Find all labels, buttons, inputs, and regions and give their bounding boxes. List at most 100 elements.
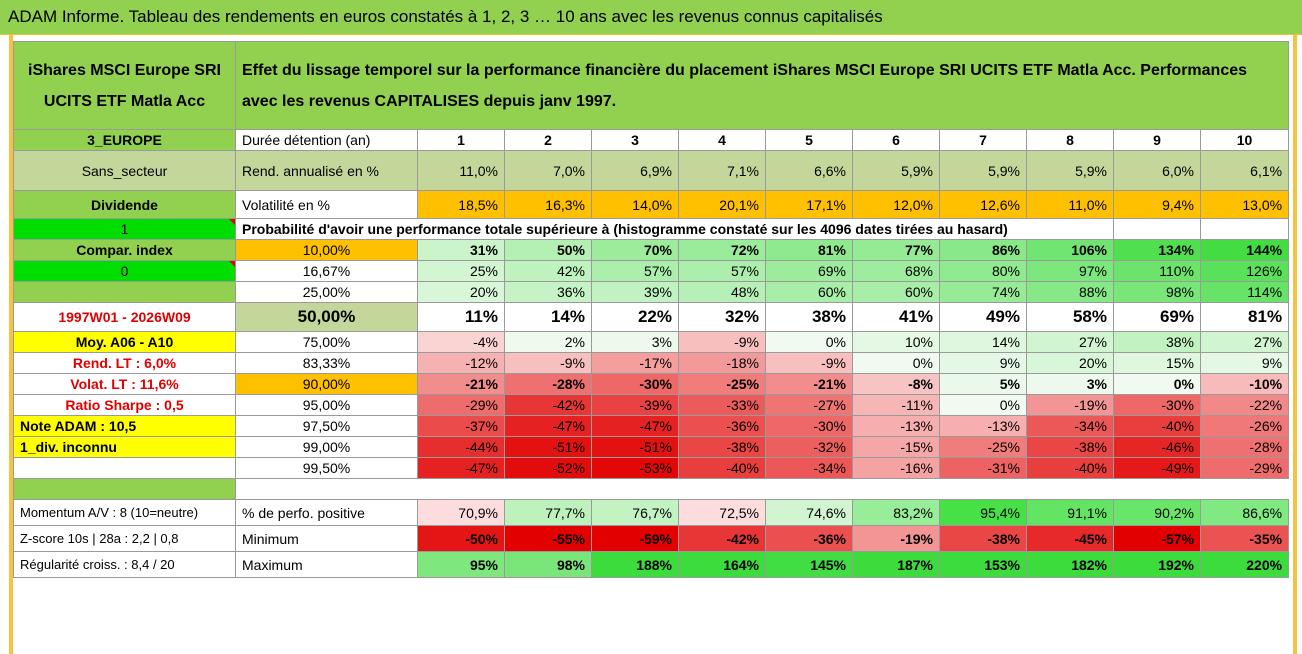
min-value: -50% bbox=[417, 525, 505, 552]
threshold-cell: 25,00% bbox=[235, 281, 418, 303]
rend-label: Rend. annualisé en % bbox=[235, 150, 418, 191]
max-value: 145% bbox=[765, 551, 853, 578]
prob-value: -33% bbox=[678, 394, 766, 416]
prob-value: -11% bbox=[852, 394, 940, 416]
rend-value: 11,0% bbox=[417, 150, 505, 191]
prob-value: -16% bbox=[852, 457, 940, 479]
max-value: 164% bbox=[678, 551, 766, 578]
regularite-cell: Régularité croiss. : 8,4 / 20 bbox=[13, 551, 236, 578]
year-header: 1 bbox=[417, 129, 505, 151]
empty-cell bbox=[13, 457, 236, 479]
prob-value: 106% bbox=[1026, 239, 1114, 261]
prob-value: 5% bbox=[939, 373, 1027, 395]
prob-value: -40% bbox=[1026, 457, 1114, 479]
prob-value: -21% bbox=[765, 373, 853, 395]
prob-value: -17% bbox=[591, 352, 679, 374]
vol-value: 14,0% bbox=[591, 190, 679, 219]
prob-value: -40% bbox=[1113, 415, 1201, 437]
prob-value: -42% bbox=[504, 394, 592, 416]
vol-label: Volatilité en % bbox=[235, 190, 418, 219]
field-one-cell: 1 bbox=[13, 218, 236, 240]
threshold-cell: 95,00% bbox=[235, 394, 418, 416]
prob-value: -40% bbox=[678, 457, 766, 479]
prob-value: 72% bbox=[678, 239, 766, 261]
min-value: -42% bbox=[678, 525, 766, 552]
prob-value: -39% bbox=[591, 394, 679, 416]
prob-value: 60% bbox=[765, 281, 853, 303]
prob-value: 134% bbox=[1113, 239, 1201, 261]
prob-value: -21% bbox=[417, 373, 505, 395]
pos-value: 95,4% bbox=[939, 499, 1027, 526]
min-value: -35% bbox=[1199, 525, 1290, 552]
threshold-cell: 83,33% bbox=[235, 352, 418, 374]
prob-value: 0% bbox=[852, 352, 940, 374]
prob-value: 41% bbox=[852, 302, 940, 332]
rend-value: 6,1% bbox=[1199, 150, 1290, 191]
prob-value: -8% bbox=[852, 373, 940, 395]
year-header: 3 bbox=[591, 129, 679, 151]
prob-value: -47% bbox=[504, 415, 592, 437]
min-value: -45% bbox=[1026, 525, 1114, 552]
prob-value: 0% bbox=[765, 331, 853, 353]
pos-value: 77,7% bbox=[504, 499, 592, 526]
prob-value: 80% bbox=[939, 260, 1027, 282]
max-value: 153% bbox=[939, 551, 1027, 578]
prob-value: 11% bbox=[417, 302, 505, 332]
threshold-cell: 16,67% bbox=[235, 260, 418, 282]
prob-value: -38% bbox=[678, 436, 766, 458]
prob-value: 10% bbox=[852, 331, 940, 353]
rend-value: 5,9% bbox=[852, 150, 940, 191]
year-header: 9 bbox=[1113, 129, 1201, 151]
pos-value: 91,1% bbox=[1026, 499, 1114, 526]
prob-value: 27% bbox=[1026, 331, 1114, 353]
prob-value: 15% bbox=[1113, 352, 1201, 374]
prob-value: 9% bbox=[1199, 352, 1290, 374]
prob-value: 57% bbox=[591, 260, 679, 282]
prob-value: 50% bbox=[504, 239, 592, 261]
pos-value: 70,9% bbox=[417, 499, 505, 526]
dividend-cell: Dividende bbox=[13, 190, 236, 219]
vol-value: 16,3% bbox=[504, 190, 592, 219]
threshold-cell: 50,00% bbox=[235, 302, 418, 332]
prob-value: -22% bbox=[1199, 394, 1290, 416]
zscore-cell: Z-score 10s | 28a : 2,2 | 0,8 bbox=[13, 525, 236, 552]
empty-cell bbox=[1113, 218, 1201, 240]
min-value: -36% bbox=[765, 525, 853, 552]
pos-value: 74,6% bbox=[765, 499, 853, 526]
prob-value: 81% bbox=[765, 239, 853, 261]
field-zero-cell: 0 bbox=[13, 260, 236, 282]
rend-value: 6,9% bbox=[591, 150, 679, 191]
sharpe-cell: Ratio Sharpe : 0,5 bbox=[13, 394, 236, 416]
prob-value: -28% bbox=[504, 373, 592, 395]
prob-value: -31% bbox=[939, 457, 1027, 479]
min-value: -38% bbox=[939, 525, 1027, 552]
prob-value: -44% bbox=[417, 436, 505, 458]
vol-value: 17,1% bbox=[765, 190, 853, 219]
max-value: 187% bbox=[852, 551, 940, 578]
threshold-cell: 90,00% bbox=[235, 373, 418, 395]
max-value: 182% bbox=[1026, 551, 1114, 578]
title-bar: ADAM Informe. Tableau des rendements en … bbox=[0, 0, 1302, 35]
rend-value: 5,9% bbox=[1026, 150, 1114, 191]
threshold-cell: 97,50% bbox=[235, 415, 418, 437]
empty-cell bbox=[1199, 218, 1290, 240]
prob-value: -18% bbox=[678, 352, 766, 374]
prob-value: -9% bbox=[504, 352, 592, 374]
prob-value: 86% bbox=[939, 239, 1027, 261]
prob-value: 49% bbox=[939, 302, 1027, 332]
vol-value: 11,0% bbox=[1026, 190, 1114, 219]
threshold-cell: 75,00% bbox=[235, 331, 418, 353]
min-value: -19% bbox=[852, 525, 940, 552]
prob-value: 20% bbox=[1026, 352, 1114, 374]
prob-value: 126% bbox=[1199, 260, 1290, 282]
separator-cell bbox=[13, 478, 236, 500]
year-header: 5 bbox=[765, 129, 853, 151]
compar-index-cell: Compar. index bbox=[13, 239, 236, 261]
prob-value: 48% bbox=[678, 281, 766, 303]
pos-value: 83,2% bbox=[852, 499, 940, 526]
report-frame bbox=[9, 35, 1297, 654]
vol-value: 12,6% bbox=[939, 190, 1027, 219]
prob-value: 3% bbox=[591, 331, 679, 353]
prob-value: -25% bbox=[939, 436, 1027, 458]
prob-value: -9% bbox=[678, 331, 766, 353]
